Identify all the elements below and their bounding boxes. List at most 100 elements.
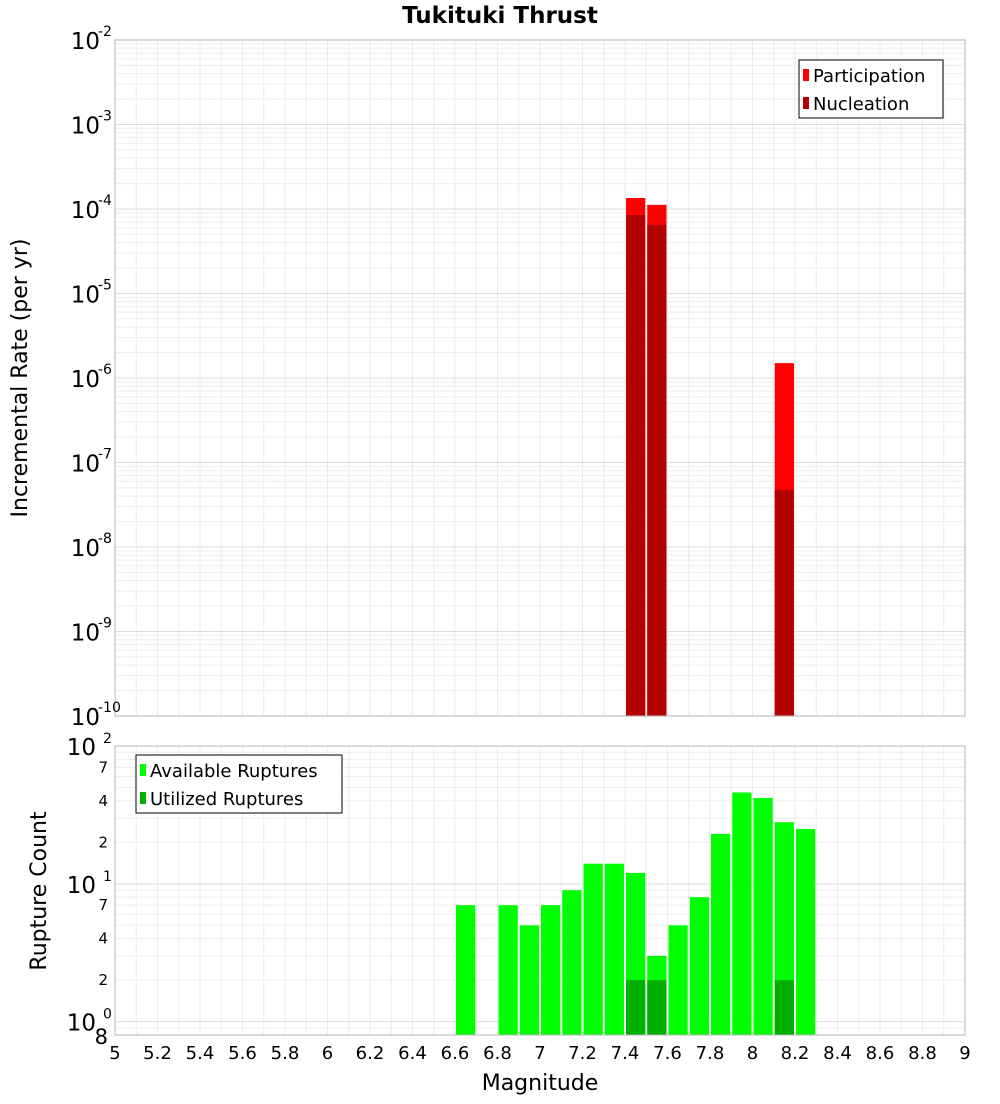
x-tick-label: 8	[747, 1043, 758, 1064]
top-y-tick-label: 10-8	[71, 531, 112, 562]
bottom-y-tick-minor: 7	[98, 758, 108, 776]
bottom-y-tick-exponent: 1	[103, 869, 112, 885]
bottom-bar-available-ruptures	[753, 797, 773, 1035]
bottom-y-tick-minor: 4	[98, 930, 108, 948]
top-y-tick-exponent: -5	[98, 278, 112, 294]
top-bar-nucleation	[647, 224, 667, 716]
top-y-tick-base: 10	[71, 114, 100, 140]
x-tick-label: 7.2	[568, 1043, 597, 1064]
x-tick-label: 5.6	[228, 1043, 257, 1064]
top-y-tick-base: 10	[71, 536, 100, 562]
bottom-y-tick-minor: 2	[98, 833, 108, 851]
bottom-y-tick-label: 4	[98, 792, 108, 810]
top-y-tick-base: 10	[71, 29, 100, 55]
bottom-legend-swatch	[140, 764, 146, 776]
top-y-tick-base: 10	[71, 283, 100, 309]
top-y-tick-base: 10	[71, 452, 100, 478]
x-tick-label: 8.6	[866, 1043, 895, 1064]
bottom-y-tick-minor: 8	[95, 1025, 108, 1049]
bottom-legend-label: Available Ruptures	[150, 761, 318, 782]
x-tick-label: 8.8	[908, 1043, 937, 1064]
x-tick-label: 8.4	[823, 1043, 852, 1064]
bottom-y-tick-exponent: 2	[103, 731, 112, 747]
bottom-y-axis-title: Rupture Count	[27, 811, 52, 971]
bottom-legend-label: Utilized Ruptures	[150, 789, 303, 810]
x-tick-label: 7	[534, 1043, 545, 1064]
top-legend-swatch	[803, 97, 809, 109]
bottom-y-tick-base: 10	[67, 873, 96, 899]
x-tick-label: 5.2	[143, 1043, 172, 1064]
top-y-tick-label: 10-3	[71, 109, 112, 140]
top-y-tick-base: 10	[71, 367, 100, 393]
top-y-tick-exponent: -7	[98, 447, 112, 463]
x-tick-label: 5.8	[271, 1043, 300, 1064]
top-y-tick-exponent: -2	[98, 24, 112, 40]
bottom-bar-utilized-ruptures	[647, 980, 667, 1035]
bottom-bar-available-ruptures	[711, 833, 731, 1035]
x-tick-label: 6.6	[441, 1043, 470, 1064]
x-tick-label: 5	[109, 1043, 120, 1064]
top-y-tick-exponent: -4	[98, 193, 112, 209]
top-y-tick-label: 10-10	[71, 700, 121, 731]
bottom-bar-available-ruptures	[583, 863, 603, 1035]
top-y-tick-exponent: -8	[98, 531, 112, 547]
bottom-y-tick-label: 10 1	[67, 869, 112, 899]
top-y-tick-label: 10-2	[71, 24, 112, 55]
top-plot-frame	[114, 39, 966, 717]
bottom-bar-available-ruptures	[796, 828, 816, 1035]
top-bar-nucleation	[626, 214, 646, 716]
top-legend-box	[798, 59, 944, 119]
bottom-y-tick-label: 10 0	[67, 1007, 112, 1037]
bottom-y-tick-minor: 7	[98, 896, 108, 914]
bottom-plot-frame	[114, 745, 966, 1036]
bottom-y-tick-minor: 4	[98, 792, 108, 810]
x-tick-label: 6.2	[356, 1043, 385, 1064]
bottom-y-tick-label: 2	[98, 971, 108, 989]
bottom-y-tick-label: 7	[98, 896, 108, 914]
top-y-tick-exponent: -9	[98, 616, 112, 632]
x-tick-label: 6.8	[483, 1043, 512, 1064]
top-y-tick-label: 10-4	[71, 193, 112, 224]
bottom-bar-available-ruptures	[689, 897, 709, 1035]
bottom-y-tick-label: 8	[95, 1025, 108, 1049]
bottom-bar-utilized-ruptures	[774, 980, 794, 1035]
bottom-bar-available-ruptures	[562, 890, 582, 1035]
bottom-bar-available-ruptures	[668, 925, 688, 1035]
top-bar-nucleation	[774, 490, 794, 716]
bottom-bar-available-ruptures	[732, 792, 752, 1035]
bottom-legend-swatch	[140, 792, 146, 804]
x-tick-label: 5.4	[186, 1043, 215, 1064]
x-tick-label: 7.8	[696, 1043, 725, 1064]
top-y-tick-base: 10	[71, 198, 100, 224]
x-tick-label: 9	[959, 1043, 970, 1064]
bottom-y-tick-label: 7	[98, 758, 108, 776]
bottom-bar-available-ruptures	[604, 863, 624, 1035]
chart-title: Tukituki Thrust	[402, 3, 598, 29]
bottom-y-tick-exponent: 0	[103, 1007, 112, 1023]
bottom-bar-utilized-ruptures	[626, 980, 646, 1035]
top-y-axis-title: Incremental Rate (per yr)	[8, 239, 33, 518]
top-y-tick-base: 10	[71, 621, 100, 647]
x-tick-label: 7.6	[653, 1043, 682, 1064]
bottom-y-tick-label: 4	[98, 930, 108, 948]
bottom-legend-box	[135, 754, 343, 814]
x-axis-title: Magnitude	[482, 1071, 599, 1096]
x-tick-label: 8.2	[781, 1043, 810, 1064]
top-legend-swatch	[803, 69, 809, 81]
top-legend-label: Nucleation	[813, 94, 909, 115]
bottom-y-tick-minor: 2	[98, 971, 108, 989]
bottom-y-tick-base: 10	[67, 735, 96, 761]
top-legend-label: Participation	[813, 66, 925, 87]
top-y-tick-label: 10-6	[71, 362, 112, 393]
bottom-bar-available-ruptures	[519, 925, 539, 1035]
bottom-bar-available-ruptures	[541, 905, 561, 1035]
top-y-tick-label: 10-7	[71, 447, 112, 478]
top-y-tick-label: 10-5	[71, 278, 112, 309]
top-y-tick-exponent: -6	[98, 362, 112, 378]
x-tick-label: 6	[322, 1043, 333, 1064]
bottom-bar-available-ruptures	[498, 905, 518, 1035]
bottom-y-tick-label: 10 2	[67, 731, 112, 761]
top-y-tick-exponent: -10	[98, 700, 121, 716]
